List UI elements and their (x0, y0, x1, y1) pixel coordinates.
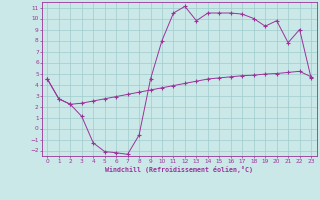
X-axis label: Windchill (Refroidissement éolien,°C): Windchill (Refroidissement éolien,°C) (105, 166, 253, 173)
